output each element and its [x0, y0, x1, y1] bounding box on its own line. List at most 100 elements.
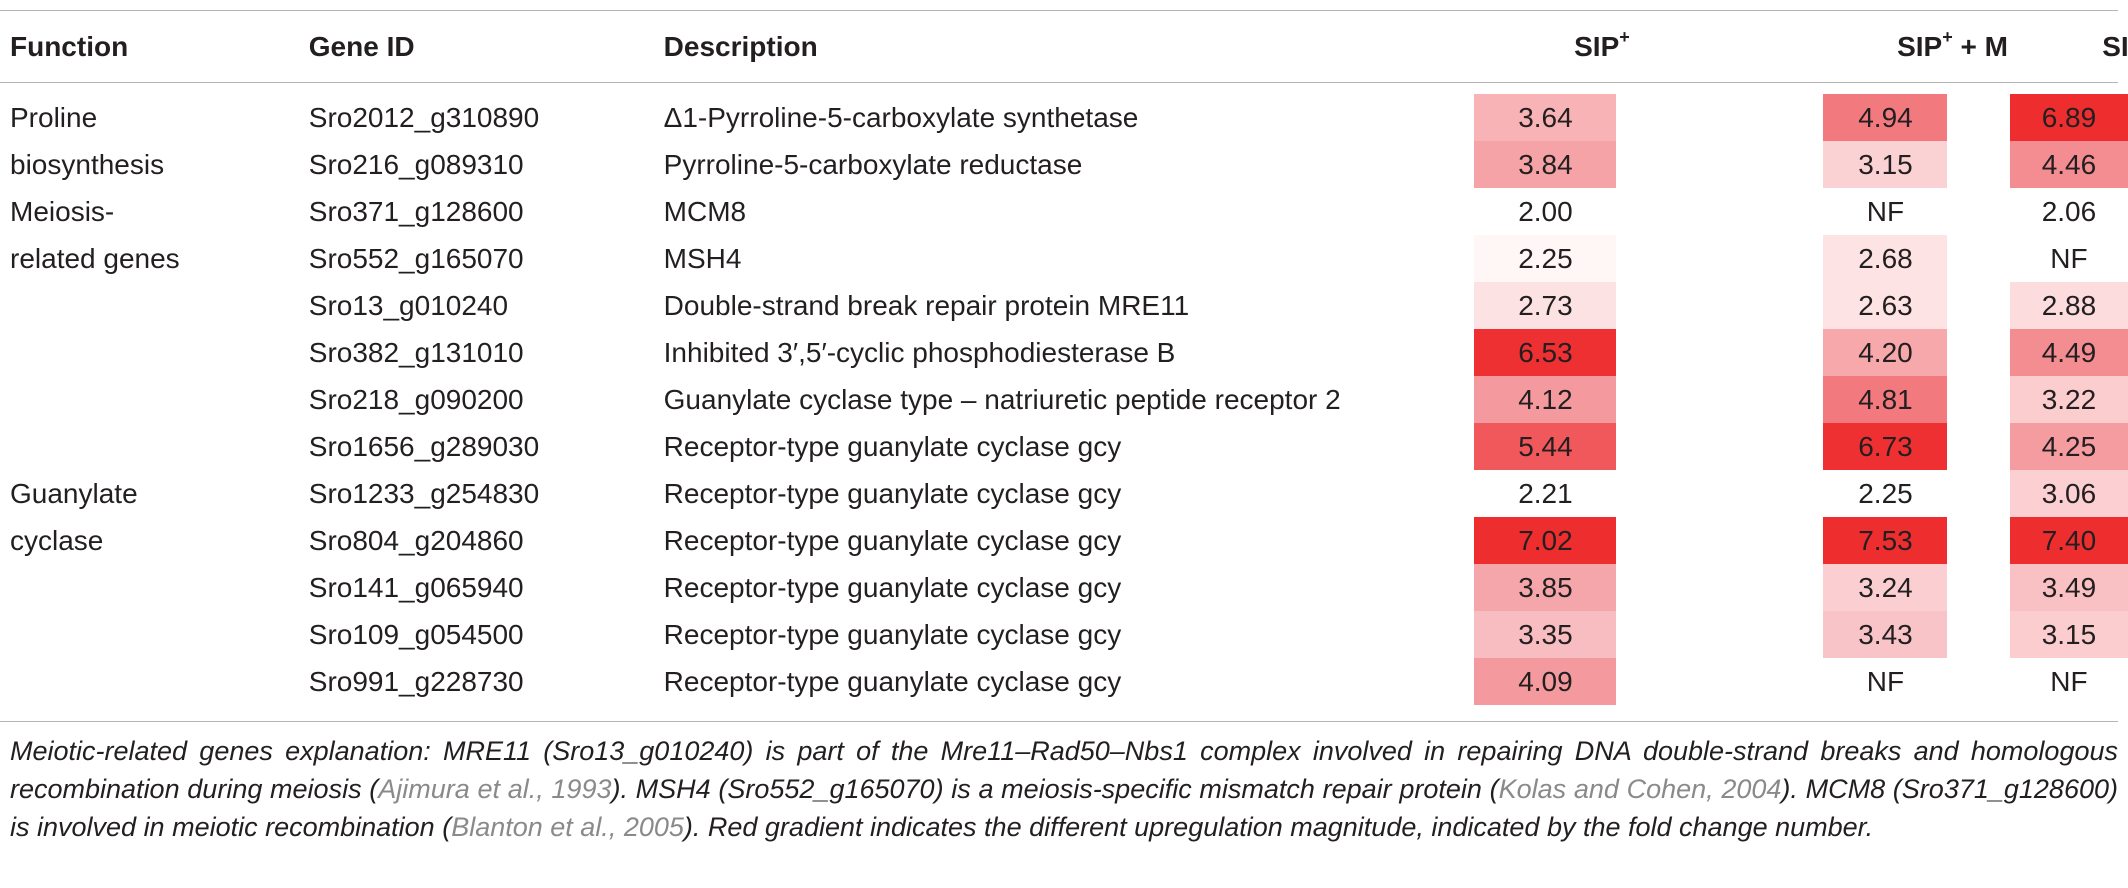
fold-change-value: 3.15 — [1823, 141, 1948, 188]
description-cell: Receptor-type guanylate cyclase gcy — [663, 618, 1122, 650]
sip-m-value-cell: NF — [1735, 658, 2007, 705]
function-cell: cyclase — [10, 524, 104, 556]
sip-r-value-cell: 2.06 — [2008, 188, 2128, 235]
fold-change-value: 4.25 — [2009, 423, 2128, 470]
fold-change-value: 3.84 — [1474, 141, 1617, 188]
sip-r-value-cell: 4.25 — [2008, 423, 2128, 470]
fold-change-value: 2.63 — [1823, 282, 1948, 329]
sip-r-value-cell: 3.06 — [2008, 470, 2128, 517]
fold-change-value: 4.81 — [1823, 376, 1948, 423]
sip-value-cell: 3.35 — [1468, 611, 1735, 658]
caption-part-2: ). MSH4 (Sro552_g165070) is a meiosis-sp… — [611, 774, 1499, 804]
fold-change-value: 2.00 — [1518, 196, 1573, 227]
table-row: Sro218_g090200 Guanylate cyclase type – n… — [0, 376, 2128, 423]
function-cell: related genes — [10, 242, 180, 274]
sip-value-cell: 5.44 — [1468, 423, 1735, 470]
fold-change-value: 6.53 — [1474, 329, 1617, 376]
gene-id-cell: Sro804_g204860 — [308, 524, 524, 556]
sip-m-value-cell: 2.68 — [1735, 235, 2007, 282]
gene-id-cell: Sro371_g128600 — [308, 195, 524, 227]
sip-m-value-cell: 6.73 — [1735, 423, 2007, 470]
fold-change-value: 4.94 — [1823, 94, 1948, 141]
description-cell: Pyrroline-5-carboxylate reductase — [663, 148, 1083, 180]
gene-id-cell: Sro552_g165070 — [308, 242, 524, 274]
caption-part-3: ). MCM8 (Sro371_g128600) is involved in … — [10, 774, 2118, 842]
caption-ref-ajimura[interactable]: Ajimura et al., 1993 — [378, 774, 612, 804]
sip-r-value-cell: 4.49 — [2008, 329, 2128, 376]
fold-change-value: 4.12 — [1474, 376, 1617, 423]
description-cell: MSH4 — [663, 242, 742, 274]
header-gene-id: Gene ID — [308, 30, 415, 62]
sip-r-value-cell: 2.88 — [2008, 282, 2128, 329]
gene-id-cell: Sro109_g054500 — [308, 618, 524, 650]
header-function: Function — [10, 30, 129, 62]
gene-id-cell: Sro991_g228730 — [308, 665, 524, 697]
sip-m-value-cell: 2.25 — [1735, 470, 2007, 517]
sip-value-cell: 3.85 — [1468, 564, 1735, 611]
fold-change-value: 2.21 — [1518, 478, 1573, 509]
fold-change-value: NF — [1866, 666, 1905, 697]
sip-r-value-cell: 6.89 — [2008, 82, 2128, 141]
description-cell: Double-strand break repair protein MRE11 — [663, 289, 1190, 321]
fold-change-value: 4.46 — [2009, 141, 2128, 188]
table-row: Sro109_g054500 Receptor-type guanylate cy… — [0, 611, 2128, 658]
caption-ref-blanton[interactable]: Blanton et al., 2005 — [451, 812, 684, 842]
gene-id-cell: Sro216_g089310 — [308, 148, 524, 180]
gene-id-cell: Sro2012_g310890 — [308, 101, 540, 133]
header-sip-m-suffix: + M — [1952, 30, 2008, 62]
description-cell: Receptor-type guanylate cyclase gcy — [663, 430, 1122, 462]
table-row: Sro991_g228730 Receptor-type guanylate cy… — [0, 658, 2128, 705]
sip-m-value-cell: 4.94 — [1735, 82, 2007, 141]
sip-value-cell: 3.84 — [1468, 141, 1735, 188]
function-cell: Proline — [10, 101, 98, 133]
fold-change-value: NF — [2050, 666, 2088, 697]
description-cell: MCM8 — [663, 195, 747, 227]
header-row: Function Gene ID Description SIP+ SIP+ +… — [0, 11, 2128, 82]
sip-r-value-cell: 4.46 — [2008, 141, 2128, 188]
sip-value-cell: 7.02 — [1468, 517, 1735, 564]
table-row: Proline Sro2012_g310890 Δ1-Pyrroline-5-car… — [0, 82, 2128, 141]
sip-m-value-cell: 3.15 — [1735, 141, 2007, 188]
sip-value-cell: 2.21 — [1468, 470, 1735, 517]
fold-change-value: 2.25 — [1474, 235, 1617, 282]
table-caption: Meiotic-related genes explanation: MRE11… — [10, 732, 2118, 846]
gene-id-cell: Sro13_g010240 — [308, 289, 509, 321]
header-rule — [0, 82, 2118, 83]
sip-m-value-cell: 3.24 — [1735, 564, 2007, 611]
fold-change-value: 4.49 — [2009, 329, 2128, 376]
header-sip-m-base: SIP — [1897, 30, 1943, 62]
table-row: Sro141_g065940 Receptor-type guanylate cy… — [0, 564, 2128, 611]
caption-part-4: ). Red gradient indicates the different … — [683, 812, 1874, 842]
fold-change-value: 6.73 — [1823, 423, 1948, 470]
function-cell — [0, 329, 309, 376]
fold-change-value: 3.15 — [2009, 611, 2128, 658]
sip-value-cell: 3.64 — [1468, 82, 1735, 141]
fold-change-value: NF — [1866, 196, 1905, 227]
top-rule — [0, 10, 2118, 11]
description-cell: Receptor-type guanylate cyclase gcy — [663, 571, 1122, 603]
function-cell — [0, 282, 309, 329]
header-sip-base: SIP — [1574, 30, 1620, 62]
header-sip: SIP+ — [1468, 11, 1735, 82]
description-cell: Δ1-Pyrroline-5-carboxylate synthetase — [663, 101, 1139, 133]
function-cell: biosynthesis — [10, 148, 165, 180]
function-cell — [0, 376, 309, 423]
table-row: Sro13_g010240 Double-strand break repair … — [0, 282, 2128, 329]
fold-change-value: 4.09 — [1474, 658, 1617, 705]
table-row: cyclase Sro804_g204860 Receptor-type guany… — [0, 517, 2128, 564]
table-row: related genes Sro552_g165070 MSH4 2.25 2.68 N… — [0, 235, 2128, 282]
sip-m-value-cell: 2.63 — [1735, 282, 2007, 329]
function-cell — [0, 564, 309, 611]
fold-change-value: 3.64 — [1474, 94, 1617, 141]
function-cell: Guanylate — [10, 477, 138, 509]
header-sip-r-base: SIP — [2102, 30, 2128, 62]
description-cell: Receptor-type guanylate cyclase gcy — [663, 524, 1122, 556]
gene-id-cell: Sro218_g090200 — [308, 383, 524, 415]
fold-change-value: 3.22 — [2009, 376, 2128, 423]
sip-value-cell: 2.00 — [1468, 188, 1735, 235]
fold-change-value: 3.49 — [2009, 564, 2128, 611]
gene-id-cell: Sro1656_g289030 — [308, 430, 540, 462]
caption-ref-kolas[interactable]: Kolas and Cohen, 2004 — [1498, 774, 1782, 804]
fold-change-value: 3.43 — [1823, 611, 1948, 658]
sip-value-cell: 2.73 — [1468, 282, 1735, 329]
